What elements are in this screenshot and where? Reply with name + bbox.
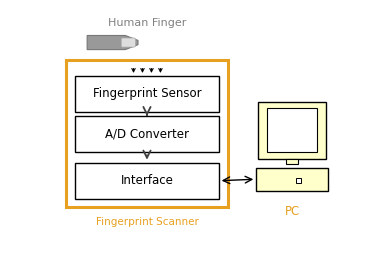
Text: Interface: Interface — [120, 174, 173, 187]
Bar — [267, 108, 318, 152]
Bar — [75, 162, 219, 199]
Bar — [258, 102, 327, 159]
Bar — [296, 178, 301, 183]
Bar — [75, 76, 219, 112]
Text: Human Finger: Human Finger — [108, 18, 186, 28]
Bar — [286, 159, 298, 163]
Polygon shape — [87, 35, 138, 50]
Bar — [66, 60, 228, 207]
Bar — [75, 116, 219, 152]
Text: A/D Converter: A/D Converter — [105, 128, 189, 141]
Bar — [256, 168, 328, 191]
FancyBboxPatch shape — [121, 38, 135, 47]
Text: PC: PC — [284, 205, 300, 218]
Text: Fingerprint Sensor: Fingerprint Sensor — [93, 88, 201, 101]
Text: Fingerprint Scanner: Fingerprint Scanner — [95, 217, 198, 227]
